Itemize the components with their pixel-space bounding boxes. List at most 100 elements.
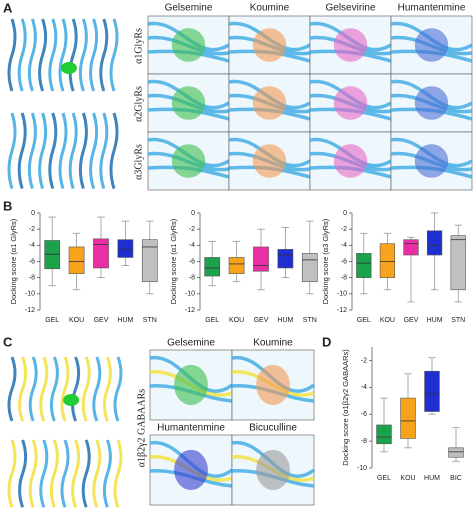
x-tick-label: STN <box>303 317 317 324</box>
y-tick-label: -10 <box>185 291 195 298</box>
y-axis-label: Docking score (α1β2γ2 GABAARs) <box>341 349 350 466</box>
ligand-surface <box>333 28 368 62</box>
box <box>424 370 440 412</box>
ligand-surface <box>252 144 287 178</box>
x-tick-label: HUM <box>424 475 440 482</box>
panel-label: D <box>322 334 331 349</box>
ligand-surface <box>333 144 368 178</box>
helix <box>81 356 91 422</box>
y-tick-label: -8 <box>29 275 35 282</box>
x-tick-label: KOU <box>380 317 395 324</box>
helix <box>17 18 27 92</box>
helix <box>60 439 70 508</box>
helix <box>102 356 112 422</box>
column-title: Gelsemine <box>167 338 215 349</box>
x-tick-label: GEV <box>404 317 419 324</box>
x-tick-label: GEL <box>357 317 371 324</box>
box <box>301 253 318 283</box>
box <box>141 239 158 283</box>
x-tick-label: STN <box>451 317 465 324</box>
helix <box>68 112 78 190</box>
y-tick-label: -2 <box>341 226 347 233</box>
box <box>228 257 245 274</box>
helix <box>89 112 99 190</box>
ligand-site <box>60 62 77 74</box>
column-title: Bicuculline <box>249 423 297 434</box>
x-tick-label: GEL <box>205 317 219 324</box>
ligand-surface <box>256 449 290 491</box>
box <box>253 246 269 272</box>
y-tick-label: -8 <box>361 438 367 445</box>
helix <box>102 439 112 508</box>
helix <box>78 112 88 190</box>
box <box>93 238 109 269</box>
ligand-surface <box>252 86 287 120</box>
x-tick-label: GEL <box>45 317 59 324</box>
protein-structure <box>7 18 119 190</box>
panel-label: A <box>3 0 13 15</box>
y-tick-label: -4 <box>29 242 35 249</box>
panel-label: B <box>3 198 12 213</box>
helix <box>92 356 102 422</box>
x-tick-label: HUM <box>427 317 443 324</box>
box <box>426 230 443 256</box>
helix <box>7 439 17 508</box>
x-tick-label: BIC <box>450 475 462 482</box>
box <box>379 243 396 278</box>
y-tick-label: -6 <box>189 258 195 265</box>
helix <box>49 356 59 422</box>
row-label: α2GlyRs <box>133 86 144 122</box>
helix <box>99 112 109 190</box>
box <box>204 257 221 277</box>
helix <box>60 356 70 422</box>
box <box>376 424 392 445</box>
box <box>400 397 416 439</box>
y-tick-label: -6 <box>361 411 367 418</box>
ligand-surface <box>171 28 206 62</box>
ligand-surface <box>174 364 208 406</box>
helix <box>48 18 58 92</box>
y-tick-label: -6 <box>341 258 347 265</box>
y-tick-label: -12 <box>337 307 347 314</box>
y-tick-label: -2 <box>29 226 35 233</box>
y-tick-label: -10 <box>357 465 367 472</box>
helix <box>7 18 17 92</box>
ligand-site <box>63 394 80 406</box>
ligand-surface <box>171 86 206 120</box>
helix <box>71 439 81 508</box>
x-tick-label: KOU <box>69 317 84 324</box>
helix <box>28 439 38 508</box>
y-tick-label: 0 <box>31 210 35 217</box>
helix <box>7 356 17 422</box>
helix <box>58 18 68 92</box>
y-tick-label: -6 <box>29 258 35 265</box>
ligand-surface <box>174 449 208 491</box>
ligand-surface <box>414 144 449 178</box>
helix <box>68 18 78 92</box>
y-axis-label: Docking score (α1 GlyRs) <box>9 218 18 304</box>
box <box>277 249 294 269</box>
helix <box>18 356 28 422</box>
panel-label: C <box>3 334 13 349</box>
y-tick-label: -10 <box>25 291 35 298</box>
row-label: α1β2γ2 GABAARs <box>136 389 147 467</box>
y-tick-label: -12 <box>25 307 35 314</box>
helix <box>48 112 58 190</box>
x-tick-label: GEL <box>377 475 391 482</box>
y-tick-label: 0 <box>343 210 347 217</box>
ligand-surface <box>171 144 206 178</box>
column-title: Humantenmine <box>398 3 466 14</box>
x-tick-label: HUM <box>117 317 133 324</box>
ligand-surface <box>252 28 287 62</box>
x-tick-label: KOU <box>400 475 415 482</box>
y-tick-label: -12 <box>185 307 195 314</box>
box <box>403 239 419 256</box>
helix <box>38 112 48 190</box>
helix <box>81 439 91 508</box>
ligand-surface <box>414 86 449 120</box>
helix <box>58 112 68 190</box>
x-tick-label: GEV <box>254 317 269 324</box>
protein-structure <box>7 356 123 508</box>
y-tick-label: -4 <box>361 384 367 391</box>
